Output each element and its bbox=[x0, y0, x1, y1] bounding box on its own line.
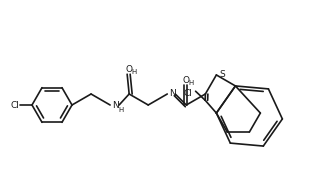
Text: N: N bbox=[169, 90, 176, 98]
Text: O: O bbox=[183, 76, 190, 85]
Text: N: N bbox=[112, 100, 118, 110]
Text: Cl: Cl bbox=[183, 89, 192, 98]
Text: Cl: Cl bbox=[11, 100, 19, 110]
Text: H: H bbox=[118, 107, 124, 113]
Text: H: H bbox=[131, 69, 137, 75]
Text: O: O bbox=[126, 65, 133, 74]
Text: H: H bbox=[189, 80, 194, 86]
Text: S: S bbox=[219, 70, 225, 80]
